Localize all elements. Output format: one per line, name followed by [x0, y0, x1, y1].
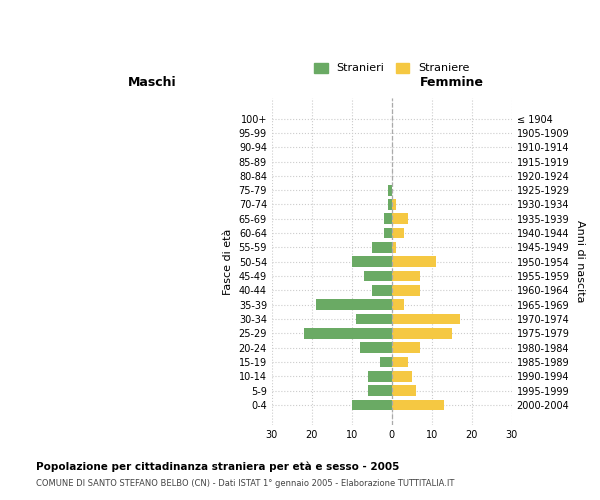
Bar [364, 270, 392, 281]
Bar [388, 199, 392, 210]
Bar [392, 228, 404, 238]
Bar [388, 185, 392, 196]
Bar [392, 285, 420, 296]
Bar [380, 356, 392, 368]
Y-axis label: Anni di nascita: Anni di nascita [575, 220, 585, 303]
Bar [392, 356, 408, 368]
Bar [392, 214, 408, 224]
Bar [392, 342, 420, 353]
Bar [392, 242, 396, 253]
Bar [392, 256, 436, 267]
Bar [372, 242, 392, 253]
Bar [352, 256, 392, 267]
Bar [392, 371, 412, 382]
Bar [392, 199, 396, 210]
Bar [304, 328, 392, 338]
Bar [372, 285, 392, 296]
Text: Popolazione per cittadinanza straniera per età e sesso - 2005: Popolazione per cittadinanza straniera p… [36, 462, 400, 472]
Text: COMUNE DI SANTO STEFANO BELBO (CN) - Dati ISTAT 1° gennaio 2005 - Elaborazione T: COMUNE DI SANTO STEFANO BELBO (CN) - Dat… [36, 478, 454, 488]
Text: Maschi: Maschi [128, 76, 176, 88]
Text: Femmine: Femmine [420, 76, 484, 88]
Bar [356, 314, 392, 324]
Bar [392, 328, 452, 338]
Bar [392, 314, 460, 324]
Bar [392, 270, 420, 281]
Bar [384, 228, 392, 238]
Y-axis label: Fasce di età: Fasce di età [223, 228, 233, 295]
Bar [352, 400, 392, 410]
Bar [392, 400, 444, 410]
Legend: Stranieri, Straniere: Stranieri, Straniere [310, 58, 473, 78]
Bar [360, 342, 392, 353]
Bar [316, 300, 392, 310]
Bar [368, 371, 392, 382]
Bar [368, 385, 392, 396]
Bar [392, 300, 404, 310]
Bar [392, 385, 416, 396]
Bar [384, 214, 392, 224]
